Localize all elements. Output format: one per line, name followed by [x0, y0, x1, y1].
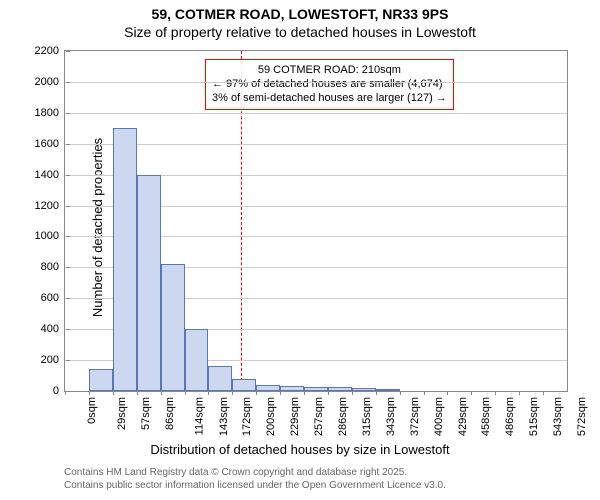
x-tick-mark [304, 391, 305, 395]
histogram-bar [89, 369, 113, 391]
y-tick-label: 600 [41, 292, 65, 304]
x-tick-label: 458sqm [481, 397, 493, 436]
y-tick-label: 1000 [35, 230, 65, 242]
histogram-bar [376, 389, 400, 391]
y-tick-label: 400 [41, 323, 65, 335]
y-tick-label: 1400 [35, 169, 65, 181]
x-tick-mark [161, 391, 162, 395]
x-tick-mark [495, 391, 496, 395]
x-tick-label: 229sqm [289, 397, 301, 436]
x-tick-mark [376, 391, 377, 395]
histogram-bar [328, 387, 352, 391]
y-tick-label: 800 [41, 261, 65, 273]
title-line-2: Size of property relative to detached ho… [0, 24, 600, 42]
attribution: Contains HM Land Registry data © Crown c… [64, 466, 446, 492]
histogram-bar [256, 385, 280, 391]
x-tick-label: 372sqm [409, 397, 421, 436]
y-tick-label: 200 [41, 354, 65, 366]
x-tick-label: 114sqm [193, 397, 205, 435]
plot-area: 59 COTMER ROAD: 210sqm ← 97% of detached… [64, 50, 568, 392]
annotation-box: 59 COTMER ROAD: 210sqm ← 97% of detached… [205, 59, 454, 110]
x-tick-label: 286sqm [337, 397, 349, 436]
x-tick-mark [447, 391, 448, 395]
x-tick-label: 0sqm [86, 397, 98, 424]
x-tick-label: 543sqm [552, 397, 564, 436]
gridline [65, 144, 567, 145]
annotation-head: 59 COTMER ROAD: 210sqm [212, 64, 447, 78]
histogram-bar [280, 386, 304, 391]
y-tick-label: 2000 [35, 76, 65, 88]
x-tick-mark [471, 391, 472, 395]
x-tick-label: 172sqm [242, 397, 254, 436]
x-axis-label: Distribution of detached houses by size … [0, 442, 600, 457]
footer-line-1: Contains HM Land Registry data © Crown c… [64, 466, 446, 479]
annotation-line-1: ← 97% of detached houses are smaller (4,… [212, 78, 447, 92]
x-tick-mark [232, 391, 233, 395]
y-tick-label: 1600 [35, 138, 65, 150]
y-tick-label: 1200 [35, 200, 65, 212]
histogram-bar [113, 128, 137, 391]
x-tick-mark [65, 391, 66, 395]
histogram-bar [304, 387, 328, 391]
y-tick-label: 2200 [35, 45, 65, 57]
x-tick-mark [113, 391, 114, 395]
x-tick-mark [543, 391, 544, 395]
x-tick-mark [256, 391, 257, 395]
x-tick-label: 29sqm [116, 397, 128, 430]
x-tick-label: 57sqm [140, 397, 152, 430]
x-tick-mark [208, 391, 209, 395]
x-tick-label: 200sqm [265, 397, 277, 436]
gridline [65, 113, 567, 114]
title-line-1: 59, COTMER ROAD, LOWESTOFT, NR33 9PS [0, 6, 600, 24]
x-tick-mark [519, 391, 520, 395]
figure: 59, COTMER ROAD, LOWESTOFT, NR33 9PS Siz… [0, 0, 600, 500]
x-tick-label: 400sqm [433, 397, 445, 436]
histogram-bar [185, 329, 209, 391]
x-tick-label: 515sqm [528, 397, 540, 436]
x-tick-mark [280, 391, 281, 395]
x-tick-mark [424, 391, 425, 395]
x-tick-label: 86sqm [164, 397, 176, 430]
x-tick-mark [328, 391, 329, 395]
x-tick-mark [89, 391, 90, 395]
x-tick-mark [400, 391, 401, 395]
chart-title: 59, COTMER ROAD, LOWESTOFT, NR33 9PS Siz… [0, 0, 600, 41]
histogram-bar [161, 264, 185, 391]
x-tick-mark [185, 391, 186, 395]
annotation-line-2: 3% of semi-detached houses are larger (1… [212, 92, 447, 106]
histogram-bar [137, 175, 161, 391]
footer-line-2: Contains public sector information licen… [64, 479, 446, 492]
y-tick-label: 1800 [35, 107, 65, 119]
x-tick-label: 257sqm [313, 397, 325, 436]
x-tick-mark [137, 391, 138, 395]
histogram-bar [232, 379, 256, 391]
histogram-bar [208, 366, 232, 391]
x-tick-label: 343sqm [385, 397, 397, 436]
x-tick-label: 486sqm [505, 397, 517, 436]
y-tick-label: 0 [53, 385, 65, 397]
histogram-bar [352, 388, 376, 391]
x-tick-label: 315sqm [361, 397, 373, 436]
gridline [65, 82, 567, 83]
x-tick-label: 429sqm [457, 397, 469, 436]
x-tick-mark [352, 391, 353, 395]
x-tick-label: 572sqm [576, 397, 588, 436]
x-tick-label: 143sqm [218, 397, 230, 436]
